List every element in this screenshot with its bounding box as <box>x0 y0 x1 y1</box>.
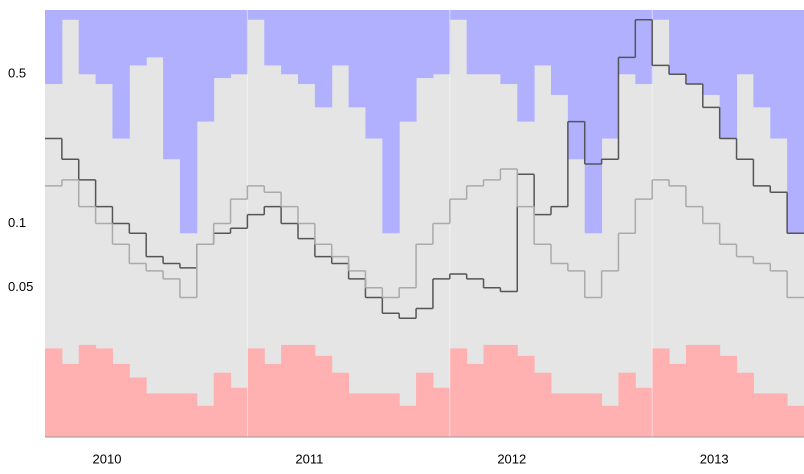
upper-band <box>146 10 164 58</box>
upper-band <box>635 10 653 85</box>
lower-band <box>179 393 198 437</box>
upper-band <box>517 10 535 122</box>
upper-band <box>719 10 738 139</box>
upper-band <box>247 10 265 20</box>
lower-band <box>163 393 181 437</box>
lower-band <box>146 393 164 437</box>
upper-band <box>669 10 687 75</box>
lower-band <box>331 372 350 437</box>
lower-band <box>719 355 738 437</box>
x-tick-label: 2013 <box>700 451 729 466</box>
upper-band <box>432 10 451 75</box>
upper-band <box>770 10 788 139</box>
lower-band <box>298 344 316 437</box>
upper-band <box>264 10 282 66</box>
lower-band <box>416 372 434 437</box>
upper-band <box>365 10 383 139</box>
upper-band <box>382 10 400 234</box>
upper-band <box>230 10 248 75</box>
lower-band <box>432 387 451 437</box>
lower-band <box>129 377 147 437</box>
lower-band <box>551 393 569 437</box>
upper-band <box>314 10 333 108</box>
lower-band <box>787 405 804 437</box>
upper-band <box>685 10 704 85</box>
lower-band <box>584 393 603 437</box>
lower-band <box>601 405 619 437</box>
upper-band <box>61 10 80 20</box>
upper-band <box>534 10 552 66</box>
y-tick-label: 0.1 <box>8 215 26 230</box>
lower-band <box>517 355 535 437</box>
lower-band <box>618 372 636 437</box>
upper-band <box>787 10 804 234</box>
upper-band <box>702 10 721 95</box>
lower-band <box>652 348 670 437</box>
upper-band <box>466 10 485 75</box>
upper-band <box>95 10 113 85</box>
x-tick-label: 2012 <box>497 451 526 466</box>
lower-band <box>95 348 113 437</box>
lower-band <box>264 363 282 437</box>
upper-band <box>281 10 299 75</box>
upper-band <box>567 10 586 160</box>
lower-band <box>61 363 80 437</box>
upper-band <box>618 10 636 75</box>
lower-band <box>230 387 248 437</box>
lower-band <box>770 393 788 437</box>
upper-band <box>753 10 771 108</box>
lower-band <box>45 348 63 437</box>
upper-band <box>652 10 670 20</box>
lower-band <box>365 393 383 437</box>
lower-band <box>736 372 754 437</box>
y-tick-label: 0.05 <box>8 279 33 294</box>
lower-band <box>382 393 400 437</box>
upper-band <box>483 10 501 75</box>
upper-band <box>399 10 417 122</box>
upper-band <box>196 10 215 122</box>
lower-band <box>281 344 299 437</box>
lower-band <box>449 348 468 437</box>
lower-band <box>753 393 771 437</box>
lower-band <box>483 344 501 437</box>
lower-band <box>314 355 333 437</box>
upper-band <box>584 10 603 234</box>
upper-band <box>500 10 518 85</box>
lower-band <box>702 344 721 437</box>
upper-band <box>129 10 147 66</box>
upper-band <box>551 10 569 95</box>
lower-band <box>213 372 232 437</box>
lower-band <box>112 363 130 437</box>
upper-band <box>348 10 366 108</box>
upper-band <box>78 10 97 75</box>
lower-band <box>534 372 552 437</box>
upper-band <box>179 10 198 234</box>
x-tick-label: 2010 <box>93 451 122 466</box>
upper-band <box>298 10 316 85</box>
upper-band <box>112 10 130 139</box>
y-tick-label: 0.5 <box>8 66 26 81</box>
upper-band <box>45 10 63 85</box>
lower-band <box>669 363 687 437</box>
upper-band <box>416 10 434 79</box>
upper-band <box>331 10 350 66</box>
lower-band <box>399 405 417 437</box>
x-tick-label: 2011 <box>295 451 323 466</box>
lower-band <box>567 393 586 437</box>
lower-band <box>348 393 366 437</box>
lower-band <box>78 344 97 437</box>
lower-band <box>685 344 704 437</box>
lower-band <box>635 387 653 437</box>
lower-band <box>500 344 518 437</box>
lower-band <box>196 405 215 437</box>
upper-band <box>449 10 468 20</box>
upper-band <box>213 10 232 79</box>
upper-band <box>601 10 619 139</box>
upper-band <box>163 10 181 160</box>
upper-band <box>736 10 754 75</box>
lower-band <box>247 348 265 437</box>
lower-band <box>466 363 485 437</box>
